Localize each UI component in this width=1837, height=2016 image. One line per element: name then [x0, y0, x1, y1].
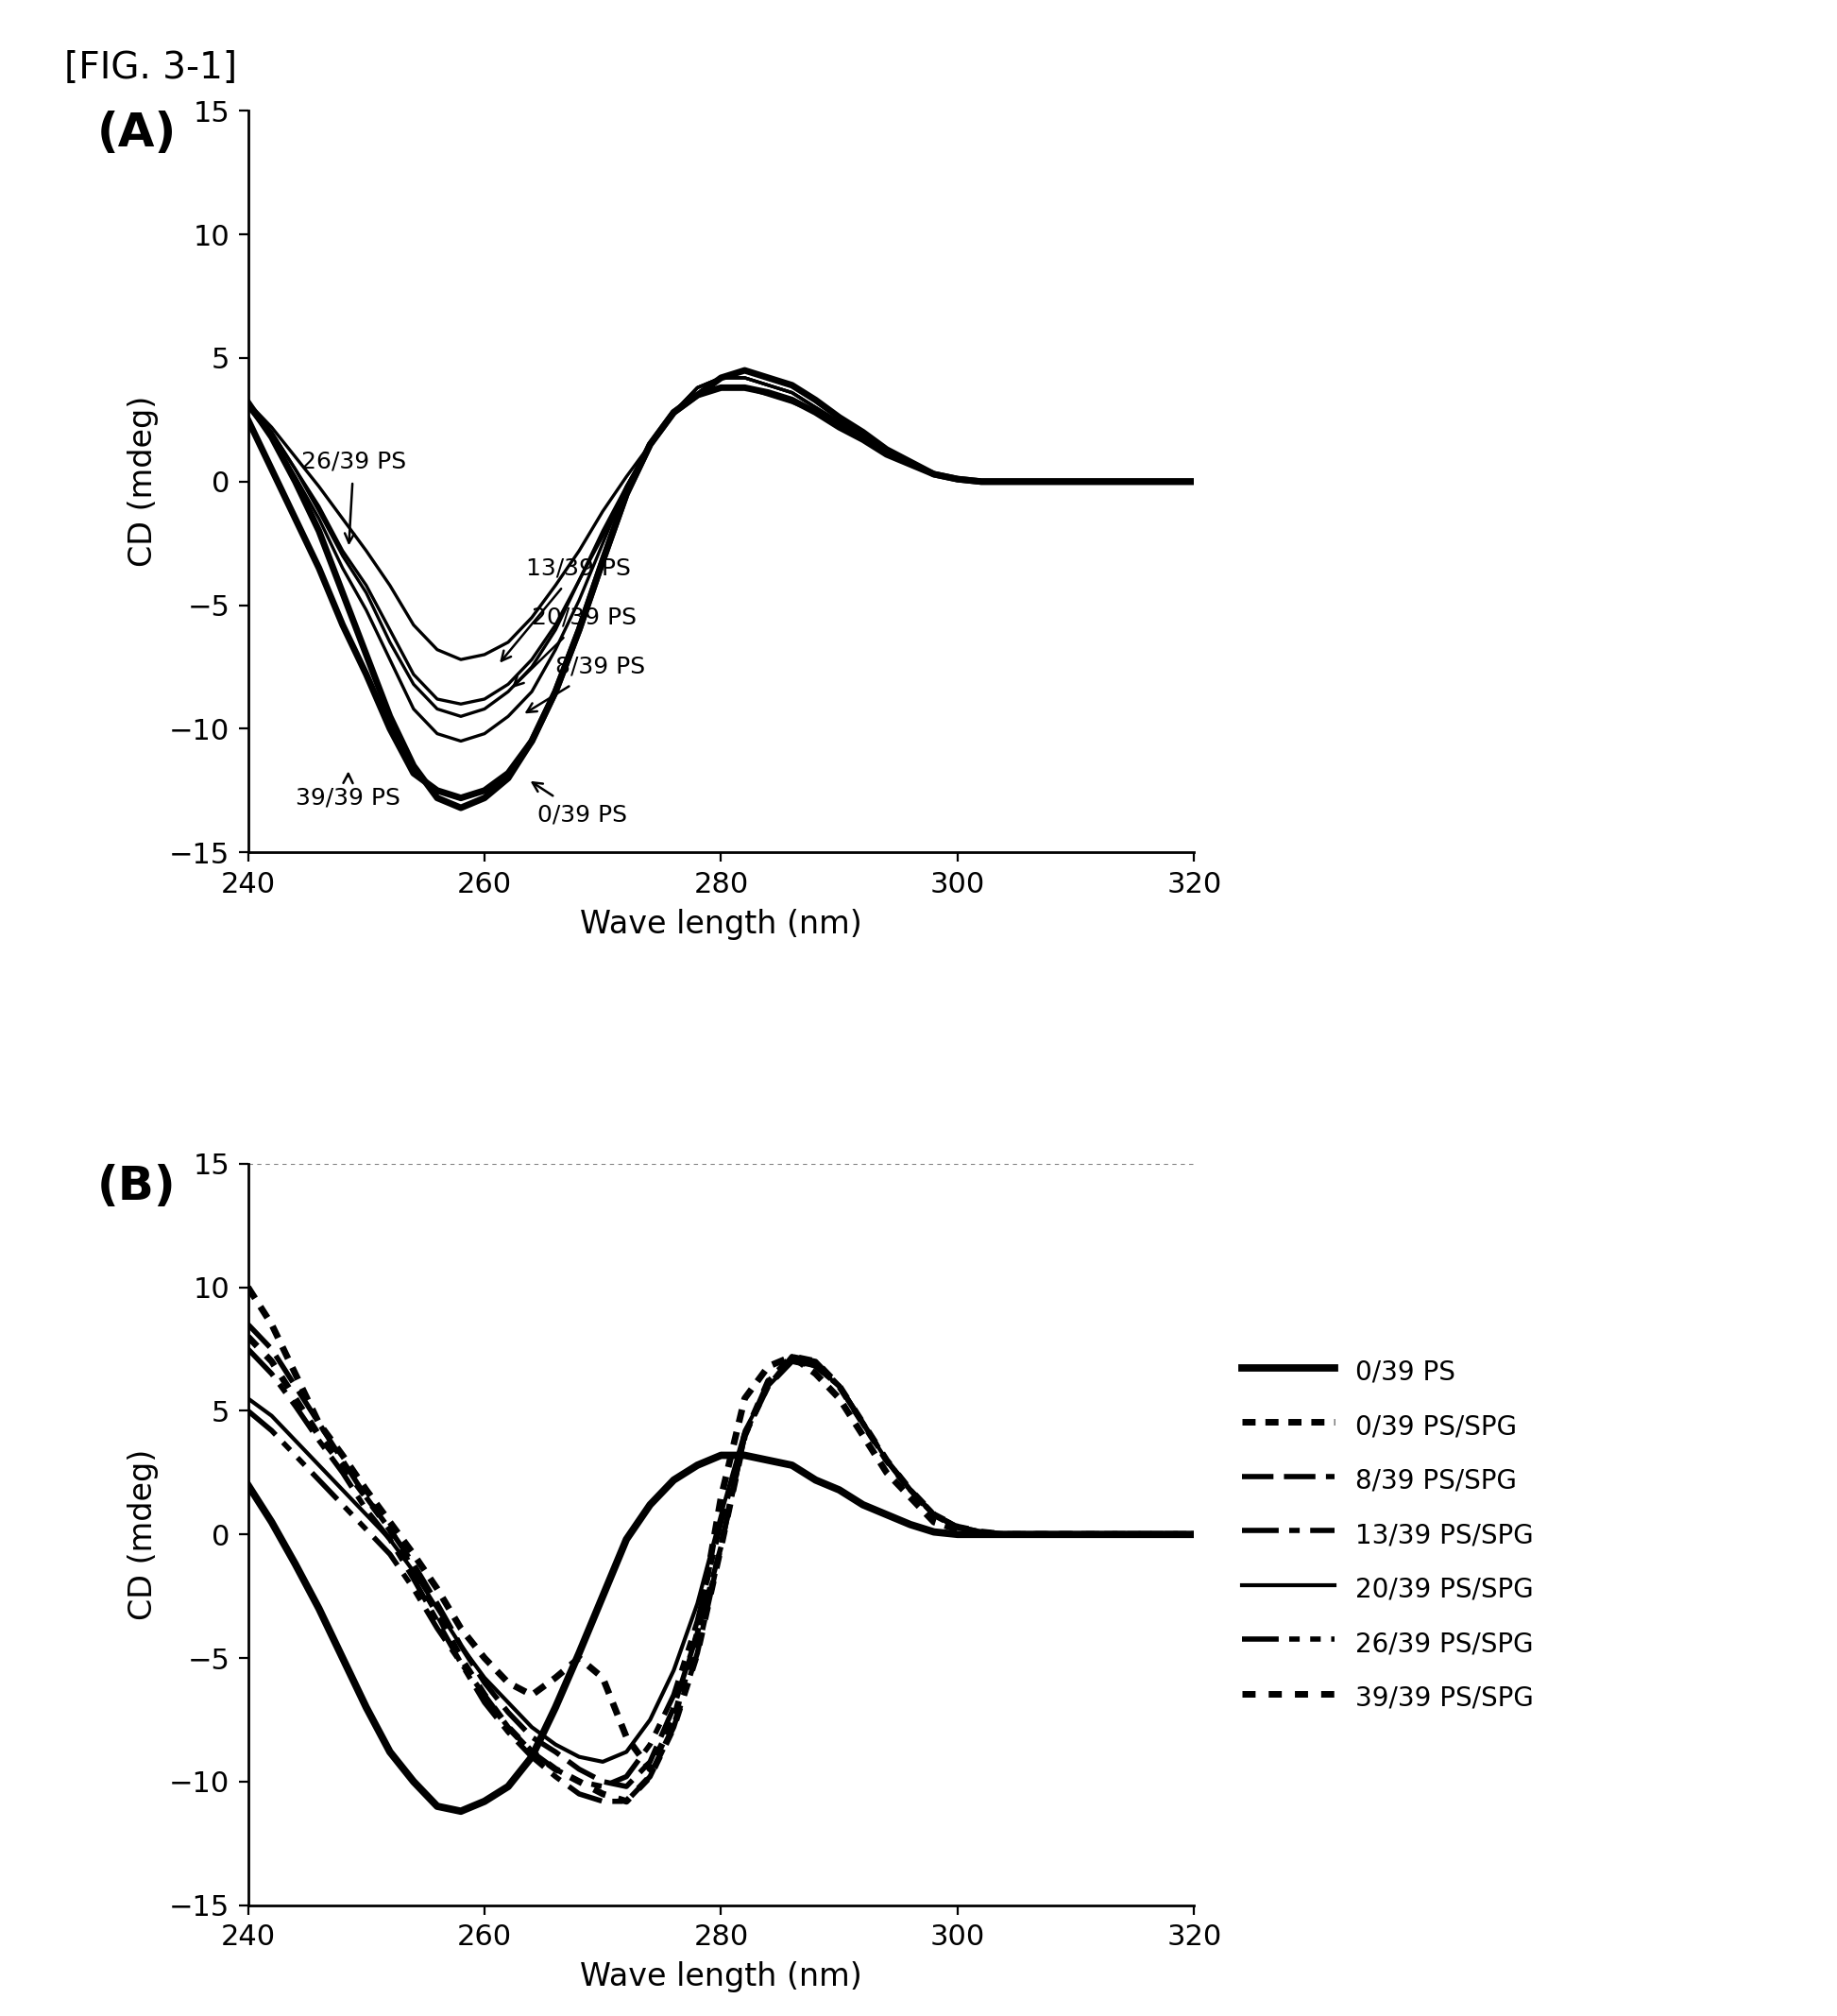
Text: 0/39 PS: 0/39 PS — [533, 782, 628, 827]
Text: 26/39 PS: 26/39 PS — [301, 450, 406, 542]
Y-axis label: CD (mdeg): CD (mdeg) — [127, 395, 158, 566]
Text: 8/39 PS: 8/39 PS — [527, 655, 645, 712]
Text: (B): (B) — [97, 1163, 176, 1210]
Text: (A): (A) — [97, 111, 176, 155]
X-axis label: Wave length (nm): Wave length (nm) — [580, 909, 862, 939]
Text: 20/39 PS: 20/39 PS — [514, 607, 637, 685]
Text: [FIG. 3-1]: [FIG. 3-1] — [64, 50, 237, 87]
Y-axis label: CD (mdeg): CD (mdeg) — [127, 1450, 158, 1621]
Text: 39/39 PS: 39/39 PS — [296, 774, 400, 808]
Text: 13/39 PS: 13/39 PS — [502, 556, 630, 661]
Legend: 0/39 PS, 0/39 PS/SPG, 8/39 PS/SPG, 13/39 PS/SPG, 20/39 PS/SPG, 26/39 PS/SPG, 39/: 0/39 PS, 0/39 PS/SPG, 8/39 PS/SPG, 13/39… — [1233, 1345, 1543, 1724]
X-axis label: Wave length (nm): Wave length (nm) — [580, 1962, 862, 1992]
